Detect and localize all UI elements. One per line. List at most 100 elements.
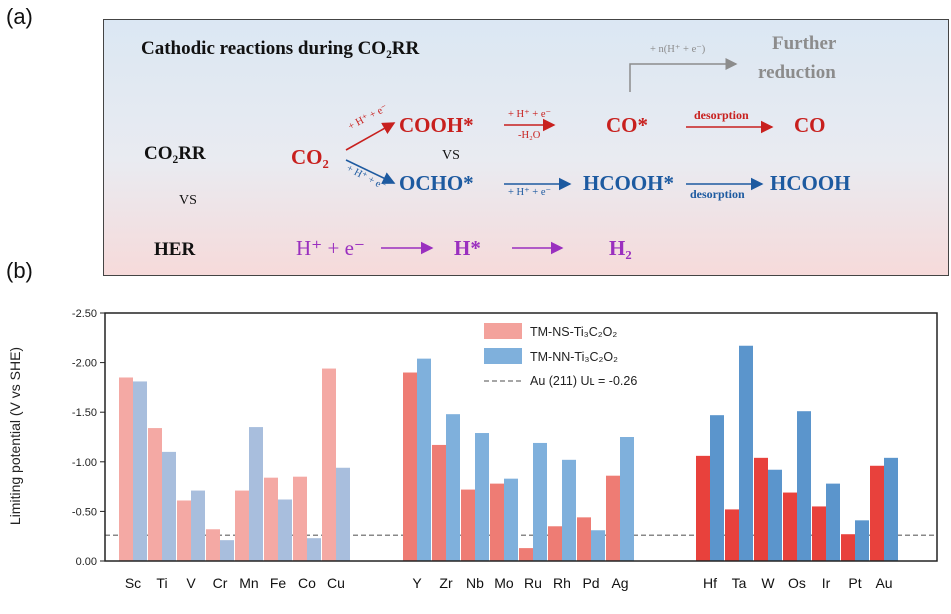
legend-swatch-ns — [484, 323, 522, 339]
bar-nn-co — [307, 538, 321, 561]
desorption-blue-label: desorption — [690, 187, 745, 201]
bar-nn-ti — [162, 451, 176, 561]
bar-ns-zr — [432, 444, 446, 561]
panel-label-b: (b) — [6, 258, 33, 283]
x-tick-label-pt: Pt — [848, 575, 861, 591]
bar-nn-rh — [562, 459, 576, 561]
bar-nn-pd — [591, 530, 605, 561]
bar-nn-ru — [533, 442, 547, 561]
bar-nn-v — [191, 490, 205, 561]
bar-nn-w — [768, 469, 782, 561]
bar-nn-mo — [504, 478, 518, 561]
panel-label-a: (a) — [6, 4, 33, 29]
bars — [119, 345, 898, 561]
x-tick-label-au: Au — [875, 575, 892, 591]
bar-nn-ag — [620, 437, 634, 561]
vs-label-middle: VS — [442, 148, 460, 163]
reaction-scheme: Cathodic reactions during CO₂RR + n(H⁺ +… — [103, 19, 949, 276]
further-label-line2: reduction — [758, 62, 836, 83]
x-tick-label-ir: Ir — [822, 575, 831, 591]
h-adsorbed: H* — [454, 236, 481, 260]
x-tick-label-ru: Ru — [524, 575, 542, 591]
bar-nn-hf — [710, 415, 724, 561]
x-tick-label-v: V — [186, 575, 196, 591]
bar-ns-au — [870, 465, 884, 561]
x-tick-label-nb: Nb — [466, 575, 484, 591]
bar-ns-cr — [206, 529, 220, 561]
bar-ns-y — [403, 372, 417, 561]
x-tick-label-co: Co — [298, 575, 316, 591]
x-tick-label-y: Y — [412, 575, 422, 591]
x-tick-label-os: Os — [788, 575, 806, 591]
h-plus-e-species: H⁺ + e⁻ — [296, 236, 365, 260]
cooh-arrow-top-label: + H⁺ + e⁻ — [508, 109, 552, 120]
y-ticks: -2.50 -2.00 -1.50 -1.00 -0.50 0.00 — [72, 308, 105, 568]
x-tick-label-fe: Fe — [270, 575, 287, 591]
plot-frame — [104, 312, 938, 562]
bar-ns-ru — [519, 548, 533, 561]
bar-nn-ir — [826, 483, 840, 561]
y-tick-label: -1.50 — [72, 407, 97, 419]
bar-ns-os — [783, 492, 797, 561]
x-tick-label-cr: Cr — [213, 575, 228, 591]
co2-to-ocho-arrow — [345, 159, 396, 184]
further-reduction-arrow — [629, 58, 738, 92]
x-tick-label-zr: Zr — [439, 575, 453, 591]
bar-ns-ir — [812, 506, 826, 561]
bar-ns-pt — [841, 534, 855, 561]
bar-ns-pd — [577, 517, 591, 561]
bar-ns-mo — [490, 483, 504, 561]
bar-ns-nb — [461, 489, 475, 561]
x-tick-label-ag: Ag — [611, 575, 628, 591]
bar-nn-pt — [855, 520, 869, 561]
co2-species: CO₂ — [291, 145, 329, 169]
ocho-species: OCHO* — [399, 171, 474, 195]
bar-nn-mn — [249, 427, 263, 561]
bar-nn-nb — [475, 433, 489, 561]
hcooh-adsorbed: HCOOH* — [583, 171, 675, 195]
bar-ns-v — [177, 500, 191, 561]
bar-nn-sc — [133, 381, 147, 561]
bar-ns-sc — [119, 377, 133, 561]
y-tick-label: -2.50 — [72, 308, 97, 320]
further-arrow-label: + n(H⁺ + e⁻) — [650, 44, 706, 55]
further-label-line1: Further — [772, 33, 837, 54]
bar-ns-rh — [548, 526, 562, 561]
bar-ns-co — [293, 476, 307, 561]
y-axis-label: Limiting potential (V vs SHE) — [7, 347, 23, 525]
x-tick-label-pd: Pd — [582, 575, 599, 591]
y-tick-label: 0.00 — [76, 556, 97, 568]
limiting-potential-chart: Limiting potential (V vs SHE) -2.50 -2.00… — [7, 308, 938, 591]
bar-nn-ta — [739, 345, 753, 561]
x-tick-label-w: W — [761, 575, 775, 591]
bar-ns-mn — [235, 490, 249, 561]
cooh-species: COOH* — [399, 113, 474, 137]
co-product: CO — [794, 113, 826, 137]
x-tick-label-ta: Ta — [732, 575, 747, 591]
bar-nn-y — [417, 358, 431, 561]
legend-label-ns: TM-NS-Ti₃C₂O₂ — [530, 325, 617, 339]
legend: TM-NS-Ti₃C₂O₂ TM-NN-Ti₃C₂O₂ Au (211) Uʟ … — [484, 323, 637, 388]
bar-nn-cu — [336, 467, 350, 561]
her-label: HER — [154, 239, 196, 260]
legend-label-nn: TM-NN-Ti₃C₂O₂ — [530, 350, 618, 364]
co2-to-cooh-arrow — [345, 122, 396, 151]
x-tick-label-mn: Mn — [239, 575, 258, 591]
bar-ns-ti — [148, 428, 162, 561]
y-tick-label: -0.50 — [72, 506, 97, 518]
bar-ns-ta — [725, 509, 739, 561]
bar-ns-hf — [696, 455, 710, 561]
bar-nn-os — [797, 411, 811, 561]
co-adsorbed: CO* — [606, 113, 648, 137]
bar-ns-w — [754, 457, 768, 561]
legend-swatch-nn — [484, 348, 522, 364]
y-tick-label: -1.00 — [72, 457, 97, 469]
x-tick-label-cu: Cu — [327, 575, 345, 591]
bar-nn-zr — [446, 414, 460, 561]
co2rr-label: CO₂RR — [144, 143, 206, 164]
scheme-title: Cathodic reactions during CO₂RR — [141, 38, 420, 59]
vs-label-left: VS — [179, 193, 197, 208]
cooh-arrow-bottom-label: -H₂O — [518, 130, 541, 141]
bar-nn-cr — [220, 540, 234, 561]
hcooh-product: HCOOH — [770, 171, 851, 195]
